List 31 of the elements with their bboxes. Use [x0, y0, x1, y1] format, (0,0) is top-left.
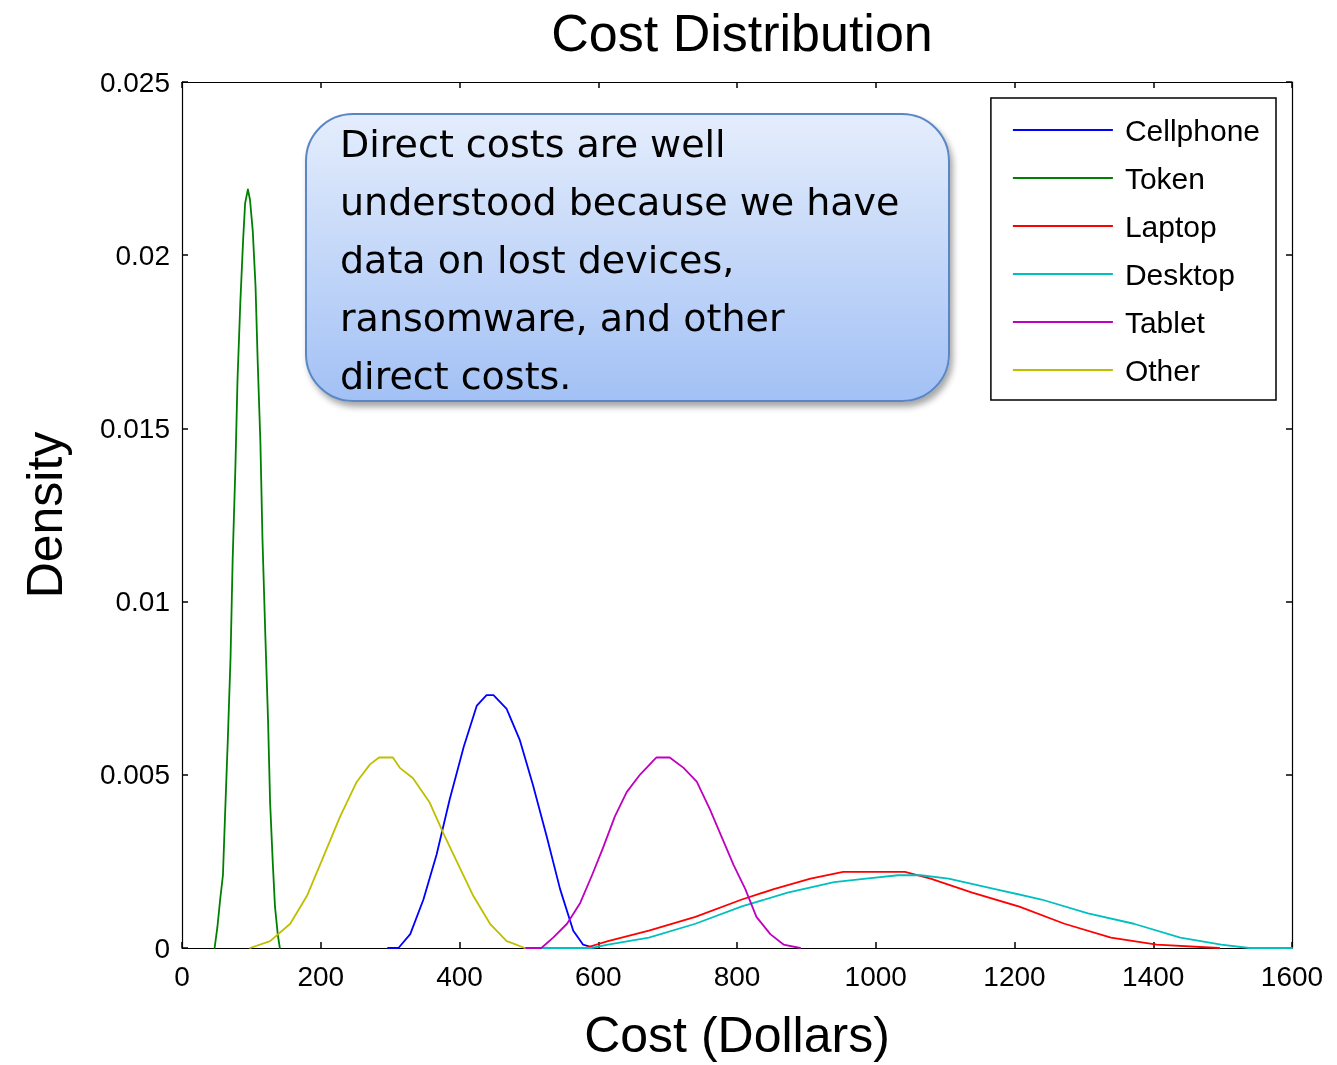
- x-tick-label: 1600: [1260, 960, 1324, 992]
- y-axis-title: Density: [17, 431, 73, 599]
- y-tick-label: 0.005: [99, 759, 170, 791]
- x-tick-label: 1400: [1122, 960, 1185, 992]
- legend-label: Cellphone: [1124, 113, 1261, 147]
- line-series: [249, 756, 526, 949]
- line-series: [584, 870, 1221, 949]
- y-tick-label: 0.015: [99, 412, 170, 444]
- x-axis-title: Cost (Dollars): [584, 1007, 890, 1063]
- legend-label: Token: [1124, 161, 1205, 195]
- legend-label: Other: [1124, 353, 1200, 387]
- x-tick-label: 600: [574, 960, 622, 992]
- line-series: [213, 188, 281, 949]
- y-tick-label: 0.025: [99, 66, 170, 98]
- x-tick-label: 800: [713, 960, 761, 992]
- y-tick-label: 0: [154, 932, 170, 964]
- annotation: Direct costs are well understood because we have data on lost devices, ransomware, and other direct costs.: [340, 121, 901, 400]
- legend-label: Tablet: [1124, 305, 1206, 339]
- legend-label: Laptop: [1124, 209, 1217, 243]
- callout-box: Direct costs are well understood because we have data on lost devices, ransomware, and other direct costs.: [305, 113, 950, 402]
- x-tick-label: 1000: [844, 960, 907, 992]
- legend-label: Desktop: [1124, 257, 1235, 291]
- x-tick-label: 200: [297, 960, 345, 992]
- x-tick-label: 400: [436, 960, 483, 992]
- y-tick-label: 0.01: [115, 586, 170, 618]
- x-tick-label: 1200: [983, 960, 1046, 992]
- chart-title: Cost Distribution: [551, 4, 933, 62]
- line-series: [523, 756, 802, 949]
- x-tick-label: 0: [174, 960, 190, 992]
- line-series: [387, 694, 596, 949]
- y-tick-label: 0.02: [115, 239, 170, 271]
